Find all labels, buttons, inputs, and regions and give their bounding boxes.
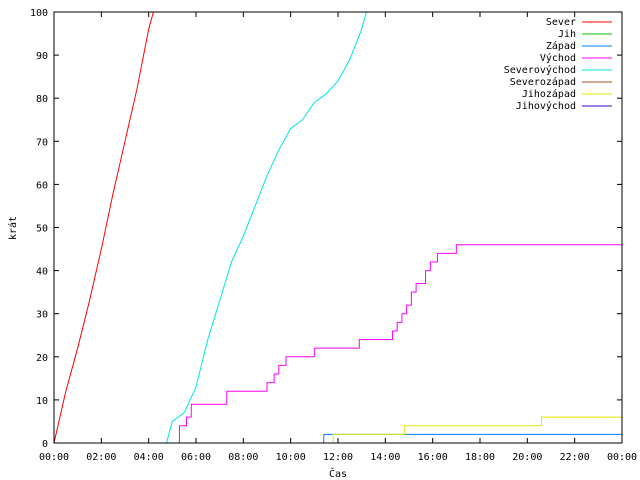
y-tick-label: 40 <box>36 267 48 278</box>
legend-label: Severovýchod <box>504 64 576 76</box>
legend-label: Západ <box>546 40 576 52</box>
y-tick-label: 60 <box>36 180 48 191</box>
y-tick-label: 70 <box>36 137 48 148</box>
y-tick-label: 100 <box>30 8 48 19</box>
legend-label: Jihozápad <box>522 88 576 100</box>
y-tick-label: 90 <box>36 51 48 62</box>
x-tick-label: 12:00 <box>323 452 353 463</box>
x-tick-label: 10:00 <box>276 452 306 463</box>
y-tick-label: 10 <box>36 396 48 407</box>
x-tick-label: 18:00 <box>465 452 495 463</box>
x-tick-label: 22:00 <box>560 452 590 463</box>
x-tick-label: 00:00 <box>39 452 69 463</box>
legend-label: Sever <box>546 17 576 28</box>
y-tick-label: 30 <box>36 310 48 321</box>
x-axis-label: Čas <box>329 467 347 480</box>
legend: SeverJihZápadVýchodSeverovýchodSeverozáp… <box>504 17 612 112</box>
y-tick-label: 80 <box>36 94 48 105</box>
y-axis-label: krát <box>7 216 19 240</box>
x-tick-label: 00:00 <box>607 452 637 463</box>
series-line-4 <box>165 11 367 444</box>
legend-label: Severozápad <box>510 76 576 88</box>
legend-label: Východ <box>540 52 576 64</box>
x-tick-label: 04:00 <box>134 452 164 463</box>
x-tick-label: 14:00 <box>370 452 400 463</box>
axes-ticks: 0 10 20 30 40 50 60 70 80 90 100 00:00 02:00 04:00 06:… <box>30 8 637 463</box>
y-tick-label: 50 <box>36 224 48 235</box>
series-line-3 <box>54 244 622 444</box>
y-tick-label: 20 <box>36 353 48 364</box>
x-tick-label: 20:00 <box>512 452 542 463</box>
x-tick-label: 08:00 <box>228 452 258 463</box>
series-line-0 <box>53 11 154 444</box>
legend-label: Jihovýchod <box>516 100 576 112</box>
x-tick-label: 06:00 <box>181 452 211 463</box>
x-tick-label: 16:00 <box>418 452 448 463</box>
y-tick-label: 0 <box>42 439 48 450</box>
legend-label: Jih <box>558 29 576 40</box>
x-tick-label: 02:00 <box>86 452 116 463</box>
